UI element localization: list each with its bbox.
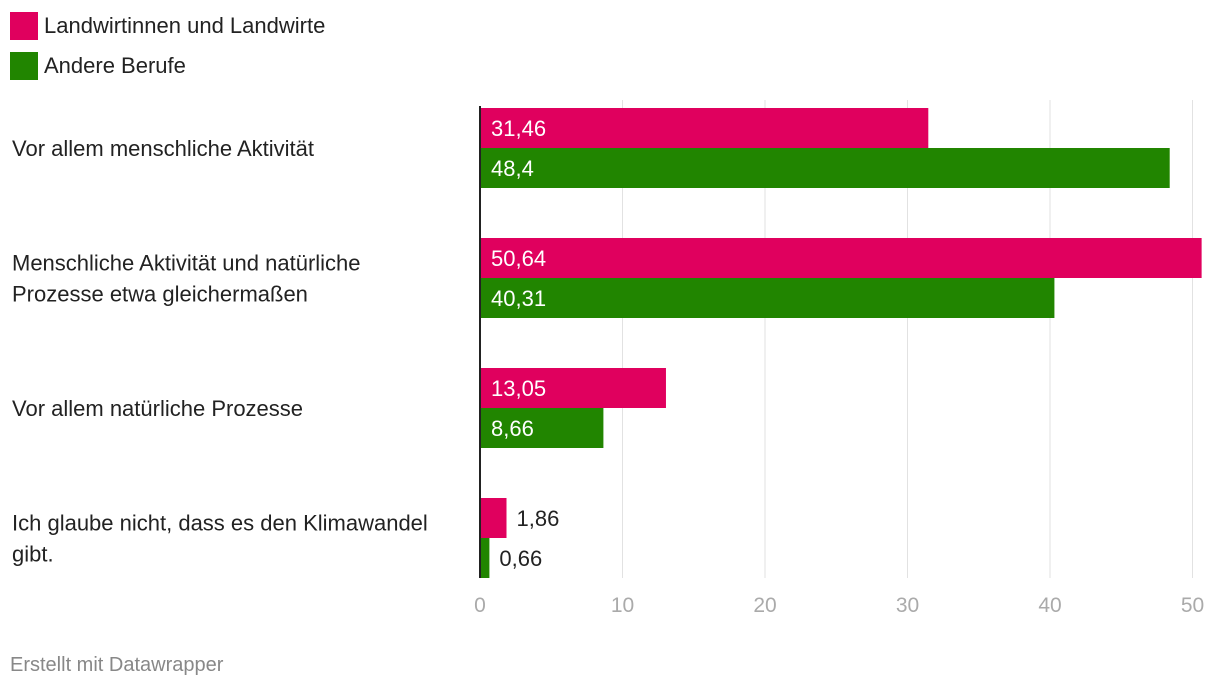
category-label-2-0: Vor allem natürliche Prozesse xyxy=(12,396,303,421)
x-tick-label-30: 30 xyxy=(896,594,919,617)
category-label-3-0: Ich glaube nicht, dass es den Klimawande… xyxy=(12,511,428,536)
value-label-s0-c3: 1,86 xyxy=(517,506,560,531)
bar-s0-c3 xyxy=(480,498,507,538)
category-label-1-1: Prozesse etwa gleichermaßen xyxy=(12,282,308,307)
legend-item-landwirte: Landwirtinnen und Landwirte xyxy=(10,10,325,42)
bar-s1-c0 xyxy=(480,148,1170,188)
value-label-s0-c0: 31,46 xyxy=(491,116,546,141)
chart-legend: Landwirtinnen und Landwirte Andere Beruf… xyxy=(10,10,325,90)
bar-s1-c3 xyxy=(480,538,490,578)
bar-s0-c0 xyxy=(480,108,929,148)
legend-label-andere-berufe: Andere Berufe xyxy=(44,53,186,78)
value-label-s1-c0: 48,4 xyxy=(491,156,534,181)
x-tick-label-20: 20 xyxy=(753,594,776,617)
bar-s0-c1 xyxy=(480,238,1202,278)
footer-credit: Erstellt mit Datawrapper xyxy=(10,654,224,676)
value-label-s1-c2: 8,66 xyxy=(491,416,534,441)
value-label-s1-c1: 40,31 xyxy=(491,286,546,311)
category-label-0-0: Vor allem menschliche Aktivität xyxy=(12,136,314,161)
x-tick-label-40: 40 xyxy=(1038,594,1061,617)
value-label-s0-c1: 50,64 xyxy=(491,246,546,271)
x-tick-label-0: 0 xyxy=(474,594,486,617)
legend-item-andere-berufe: Andere Berufe xyxy=(10,50,325,82)
bar-chart: 0 10 20 30 40 50 Vor allem menschliche Aktivit… xyxy=(12,100,1204,617)
x-tick-label-10: 10 xyxy=(611,594,634,617)
category-label-1-0: Menschliche Aktivität und natürliche xyxy=(12,251,361,276)
x-tick-label-50: 50 xyxy=(1181,594,1204,617)
bar-s1-c2 xyxy=(480,408,604,448)
bar-s1-c1 xyxy=(480,278,1055,318)
value-label-s1-c3: 0,66 xyxy=(499,546,542,571)
legend-label-landwirte: Landwirtinnen und Landwirte xyxy=(44,13,326,38)
category-label-3-1: gibt. xyxy=(12,542,54,567)
bar-s0-c2 xyxy=(480,368,666,408)
legend-swatch-andere-berufe xyxy=(10,52,38,80)
value-label-s0-c2: 13,05 xyxy=(491,376,546,401)
legend-swatch-landwirte xyxy=(10,12,38,40)
